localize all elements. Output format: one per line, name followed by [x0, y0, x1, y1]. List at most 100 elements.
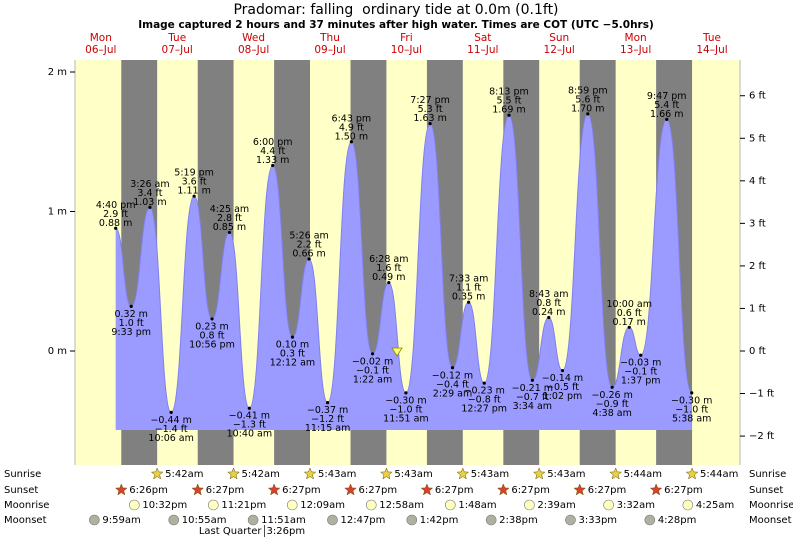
tide-time: 11:15 am — [305, 423, 350, 434]
event-icon — [150, 467, 164, 480]
tide-m: 0.66 m — [292, 248, 325, 259]
y-tick-label: 2 m — [48, 67, 67, 78]
event-icon — [406, 514, 418, 526]
tide-ft: 4.4 ft — [260, 146, 285, 157]
tide-time: 1:22 am — [353, 374, 392, 385]
tide-point — [627, 325, 631, 329]
y2-tick-label: 3 ft — [749, 218, 766, 229]
tide-ft: 0.6 ft — [617, 308, 642, 319]
day-name: Mon — [625, 32, 647, 44]
day-date: 08–Jul — [238, 44, 269, 56]
event-time: 2:38pm — [499, 515, 538, 526]
tide-m: 0.32 m — [114, 309, 147, 320]
tide-ft: −1.0 ft — [389, 404, 422, 415]
tide-time: 9:33 pm — [111, 327, 151, 338]
event-time: 6:27pm — [206, 485, 245, 496]
tide-ft: −1.3 ft — [233, 420, 266, 431]
tide-time: 3:26 am — [130, 179, 169, 190]
event-time: 5:44am — [624, 469, 662, 480]
event-icon — [114, 483, 128, 496]
tide-ft: 5.4 ft — [654, 100, 679, 111]
tide-point — [290, 335, 295, 339]
foreground: 2 m 1 m 0 m 6 ft 5 ft 4 ft 3 ft 2 ft 1 ft 0 ft −1 … — [4, 32, 793, 537]
event-time: 5:42am — [242, 469, 280, 480]
event-icon — [445, 499, 456, 511]
tide-m: −0.41 m — [229, 411, 270, 422]
tide-m: 0.24 m — [532, 307, 565, 318]
tide-point — [467, 300, 471, 304]
tide-time: 10:56 pm — [189, 339, 235, 350]
tide-point — [247, 406, 251, 410]
tide-time: 9:47 pm — [647, 91, 687, 102]
tide-ft: 3.6 ft — [182, 177, 207, 188]
tide-m: 1.03 m — [133, 197, 166, 208]
day-date: 09–Jul — [314, 44, 345, 56]
event-time: 6:27pm — [359, 485, 398, 496]
event-time: 5:44am — [700, 469, 738, 480]
tide-time: 11:51 am — [383, 413, 428, 424]
day-name: Fri — [400, 32, 413, 44]
event-icon — [208, 499, 219, 511]
tide-point — [129, 304, 133, 308]
tide-time: 7:33 am — [449, 274, 488, 285]
tide-time: 10:06 am — [148, 433, 193, 444]
tide-ft: 0.8 ft — [536, 298, 561, 309]
event-icon — [685, 467, 699, 480]
water-fill — [115, 113, 692, 430]
tide-time: 1:02 pm — [543, 391, 583, 402]
tide-point — [547, 315, 551, 320]
tide-ft: −0.1 ft — [356, 365, 389, 376]
tide-point — [387, 281, 391, 285]
day-name: Sun — [549, 32, 569, 44]
event-time: 5:43am — [318, 469, 356, 480]
event-icon — [496, 483, 510, 496]
event-icon — [365, 499, 377, 511]
event-icon — [644, 514, 656, 526]
event-icon — [129, 499, 140, 511]
event-icon — [609, 467, 623, 480]
tide-point — [148, 205, 152, 209]
tide-point — [530, 378, 534, 382]
event-time: 5:43am — [547, 469, 585, 480]
y-tick-label: 0 m — [48, 346, 67, 357]
tide-m: −0.03 m — [620, 358, 661, 369]
day-date: 10–Jul — [391, 44, 422, 56]
tide-m: 1.70 m — [571, 103, 604, 114]
tide-point — [192, 194, 196, 198]
tide-m: −0.30 m — [671, 395, 712, 406]
tide-m: 0.23 m — [195, 321, 228, 332]
tide-time: 5:38 am — [672, 413, 711, 424]
tide-time: 4:40 pm — [96, 200, 136, 211]
tide-point — [639, 353, 643, 357]
tide-time: 5:19 pm — [174, 168, 214, 179]
tide-point — [450, 366, 455, 370]
tide-ft: 0.8 ft — [199, 330, 224, 341]
row-label: Sunset — [4, 485, 38, 496]
event-time: 5:42am — [165, 469, 203, 480]
y2-tick-label: 1 ft — [749, 303, 766, 314]
tide-time: 7:27 pm — [410, 95, 450, 106]
event-icon — [267, 483, 281, 496]
event-time: 4:25am — [696, 500, 734, 511]
tide-m: −0.26 m — [591, 390, 632, 401]
event-icon — [532, 467, 546, 480]
tide-m: −0.02 m — [352, 356, 393, 367]
tide-ft: 1.6 ft — [376, 263, 401, 274]
tide-time: 6:43 pm — [332, 113, 372, 124]
event-time: 11:51am — [261, 515, 306, 526]
tide-ft: 4.9 ft — [339, 122, 364, 133]
day-date: 12–Jul — [544, 44, 575, 56]
tide-m: −0.14 m — [542, 373, 583, 384]
event-icon — [380, 467, 393, 480]
tide-ft: −0.8 ft — [468, 395, 501, 406]
tide-m: −0.30 m — [385, 395, 426, 406]
tide-ft: 0.3 ft — [280, 349, 305, 360]
y2-tick-label: 2 ft — [749, 261, 766, 272]
tide-m: 0.85 m — [213, 222, 246, 233]
event-time: 3:32am — [617, 500, 655, 511]
current-level-marker — [391, 347, 403, 357]
tide-point — [428, 122, 432, 126]
tide-ft: 5.5 ft — [496, 96, 521, 107]
event-time: 12:47pm — [340, 515, 385, 526]
